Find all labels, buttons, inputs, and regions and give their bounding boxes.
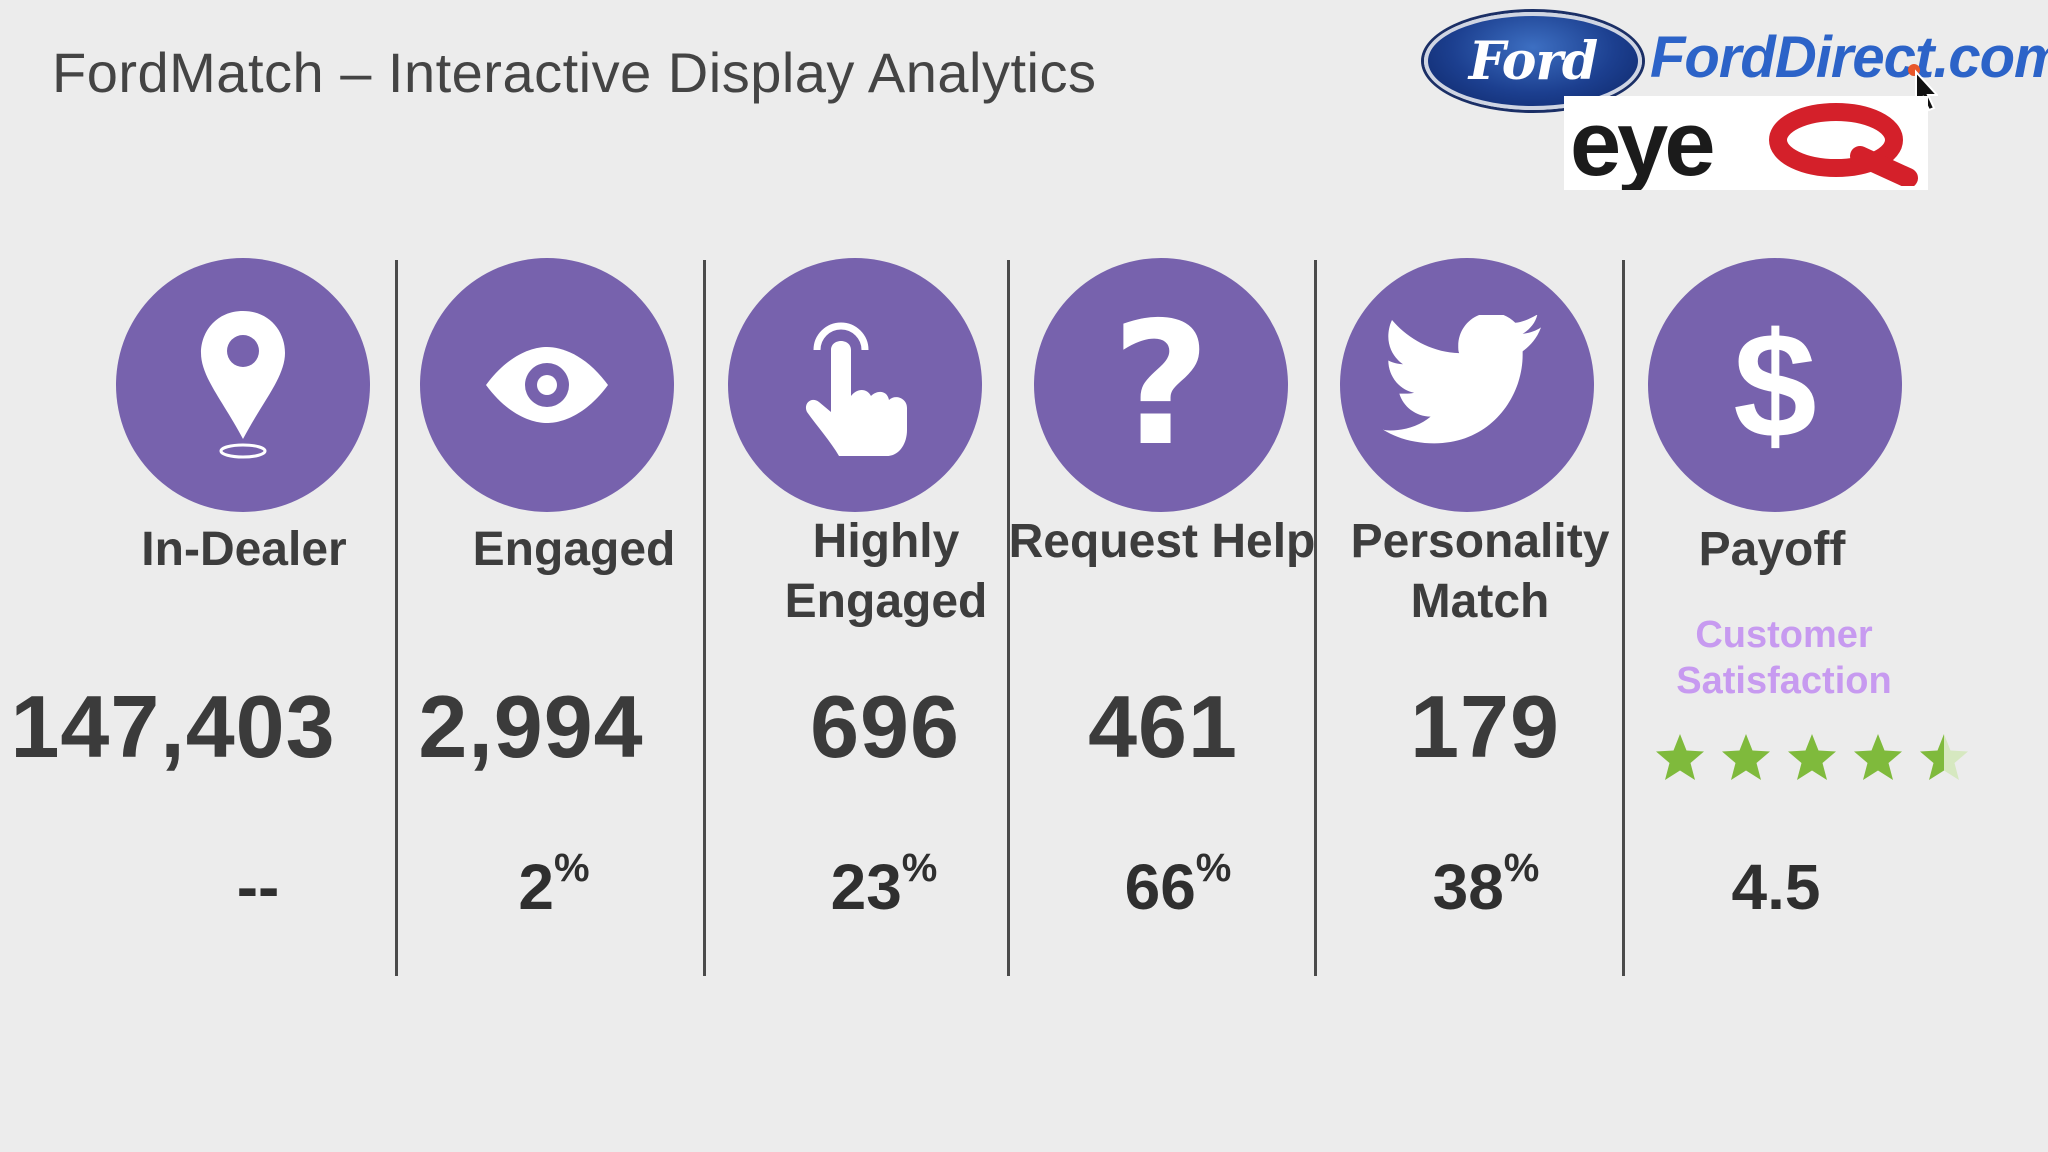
metric-percent: 66% [1124,846,1232,923]
metric-in-dealer: In-Dealer 147,403 -- [10,258,406,978]
metric-count: 2,994 [418,677,644,776]
metric-count: 179 [1410,677,1560,776]
column-divider [1314,260,1317,976]
column-divider [1007,260,1010,976]
metric-request-help: ? Request Help 461 66% [1009,258,1324,978]
map-pin-icon [116,258,370,512]
column-divider [1622,260,1625,976]
metric-label: Payoff [1698,523,1846,576]
metric-highly-engaged: Highly Engaged 696 23% [712,258,1018,978]
eyeq-logo-text: eye [1570,96,1715,190]
twitter-bird-icon [1340,258,1594,512]
column-divider [703,260,706,976]
page-title: FordMatch – Interactive Display Analytic… [52,41,1097,104]
star-full-icon [1722,734,1770,780]
metric-percent: 2% [518,846,590,923]
star-full-icon [1854,734,1902,780]
metric-label: Engaged [472,523,676,576]
eyeq-q-mark [1769,103,1918,186]
metric-percent: 23% [830,846,938,923]
metric-score: 4.5 [1731,851,1821,923]
ford-logo: Ford [1424,12,1642,110]
column-divider [395,260,398,976]
metric-count: 147,403 [10,677,336,776]
star-full-icon [1656,734,1704,780]
metric-percent: -- [236,851,280,923]
question-mark-icon: ? [1034,258,1288,512]
metric-label: Request Help [1008,515,1316,568]
metric-personality-match: Personality Match 179 38% [1324,258,1630,978]
metric-label: In-Dealer [141,523,347,576]
metric-payoff: $ Payoff Customer Satisfaction 4.5 [1632,258,1968,978]
ford-logo-text: Ford [1468,30,1599,92]
metric-label: Personality Match [1350,515,1610,628]
rating-stars [1654,732,1970,784]
forddirect-logo: FordDirect.com [1650,25,2048,90]
eyeq-logo: eye [1564,96,1928,190]
dollar-icon: $ [1648,258,1902,512]
metric-percent: 38% [1432,846,1540,923]
metric-count: 461 [1088,677,1238,776]
tap-hand-icon [728,258,982,512]
star-half-icon [1920,734,1968,780]
eye-icon [420,258,674,512]
metric-count: 696 [810,677,960,776]
metric-label: Highly Engaged [784,515,988,628]
star-full-icon [1788,734,1836,780]
metric-engaged: Engaged 2,994 2% [404,258,710,978]
metric-subtitle: Customer Satisfaction [1676,614,1892,702]
